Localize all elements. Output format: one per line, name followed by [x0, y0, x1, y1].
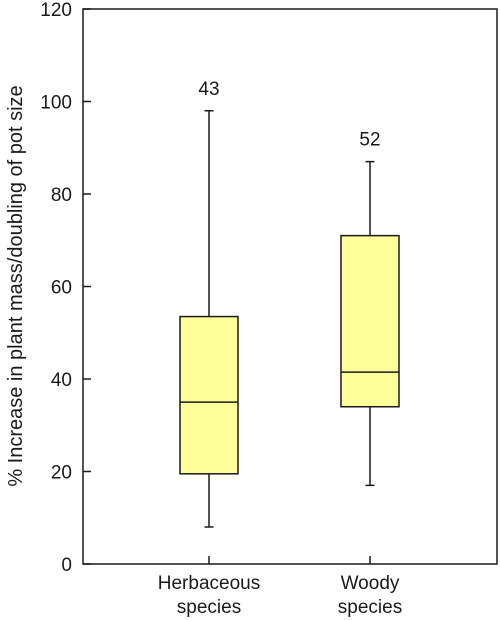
y-tick-label: 100 [40, 93, 72, 114]
category-label-line2: species [177, 597, 241, 618]
y-tick-label: 0 [61, 555, 72, 576]
x-axis: Herbaceous species Woody species [158, 556, 402, 618]
y-axis-title: % Increase in plant mass/doubling of pot… [5, 85, 27, 486]
y-tick-label: 40 [51, 370, 72, 391]
boxes-layer: 43 52 [179, 79, 400, 528]
category-label-line1: Herbaceous [158, 573, 260, 594]
box-group: 43 [179, 79, 239, 528]
box-group: 52 [340, 130, 400, 487]
y-tick-label: 80 [51, 185, 72, 206]
sample-size-label: 52 [359, 130, 380, 151]
plot-frame [82, 8, 498, 565]
iqr-box [179, 315, 239, 475]
y-tick-label: 120 [40, 0, 72, 21]
y-tick-label: 60 [51, 278, 72, 299]
y-axis: 0 20 40 60 80 100 120 [40, 0, 91, 576]
category-label-line2: species [338, 597, 402, 618]
category-label-line1: Woody [341, 573, 400, 594]
sample-size-label: 43 [198, 79, 219, 100]
iqr-box [340, 234, 400, 408]
y-tick-label: 20 [51, 463, 72, 484]
